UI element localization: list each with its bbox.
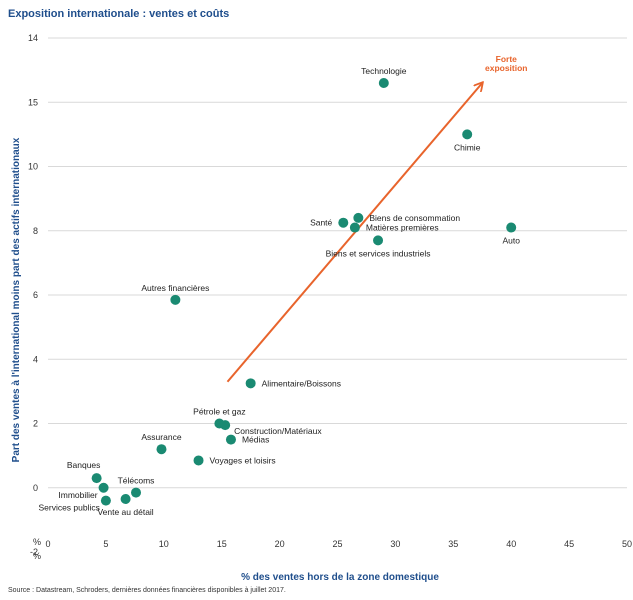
point-label: Assurance <box>141 432 181 442</box>
x-tick-label: 50 <box>622 539 632 549</box>
point-label: Biens et services industriels <box>326 248 431 258</box>
data-point <box>462 129 473 140</box>
data-point <box>349 222 360 233</box>
annotation-line-1: Forte <box>496 54 518 64</box>
x-unit-label: % <box>33 551 41 561</box>
x-tick-label: 45 <box>564 539 574 549</box>
y-tick-label: 8 <box>33 226 38 236</box>
point-label: Biens de consommation <box>369 213 460 223</box>
x-tick-label: 35 <box>448 539 458 549</box>
point-label: Autres financières <box>141 283 209 293</box>
data-points <box>91 77 517 506</box>
y-tick-label: -2 <box>30 547 38 557</box>
y-tick-label: 10 <box>28 162 38 172</box>
data-point <box>91 473 102 484</box>
x-tick-label: 5 <box>103 539 108 549</box>
x-tick-label: 0 <box>45 539 50 549</box>
data-point <box>120 493 131 504</box>
data-point <box>373 235 384 246</box>
data-point <box>220 420 231 431</box>
data-point <box>100 495 111 506</box>
data-point <box>378 77 389 88</box>
point-labels: Technologie Chimie Auto Santé Biens de conso… <box>38 66 520 517</box>
x-tick-label: 25 <box>332 539 342 549</box>
chart-title: Exposition internationale : ventes et co… <box>8 8 229 20</box>
data-point <box>506 222 517 233</box>
x-axis-title: % des ventes hors de la zone domestique <box>241 572 439 583</box>
y-axis-title: Part des ventes à l'international moins … <box>11 137 22 462</box>
y-tick-label: 2 <box>33 419 38 429</box>
x-tick-label: 20 <box>275 539 285 549</box>
x-tick-label: 15 <box>217 539 227 549</box>
data-point <box>225 434 236 445</box>
point-label: Immobilier <box>58 490 97 500</box>
point-label: Construction/Matériaux <box>234 426 322 436</box>
y-tick-label: 15 <box>28 97 38 107</box>
y-tick-labels: -2 0 2 4 6 8 10 15 14 <box>28 33 38 557</box>
data-point <box>131 487 142 498</box>
annotation-line-2: exposition <box>485 63 528 73</box>
source-note: Source : Datastream, Schroders, dernière… <box>8 587 286 594</box>
point-label: Matières premières <box>366 223 439 233</box>
x-tick-label: 30 <box>390 539 400 549</box>
data-point <box>98 482 109 493</box>
point-label: Banques <box>67 460 101 470</box>
point-label: Chimie <box>454 142 481 152</box>
y-tick-label: 6 <box>33 290 38 300</box>
point-label: Voyages et loisirs <box>210 455 276 465</box>
y-unit-label: % <box>33 537 41 547</box>
point-label: Pétrole et gaz <box>193 407 245 417</box>
point-label: Santé <box>310 218 332 228</box>
y-tick-label: 14 <box>28 33 38 43</box>
x-tick-label: 10 <box>159 539 169 549</box>
point-label: Télécoms <box>118 476 155 486</box>
y-tick-label: 4 <box>33 354 38 364</box>
point-label: Technologie <box>361 66 407 76</box>
gridlines <box>48 37 627 489</box>
x-tick-labels: 0 5 10 15 20 25 30 35 40 45 50 <box>45 539 632 549</box>
point-label: Auto <box>502 236 520 246</box>
y-tick-label: 0 <box>33 483 38 493</box>
data-point <box>338 217 349 228</box>
data-point <box>245 378 256 389</box>
data-point <box>193 455 204 466</box>
point-label: Médias <box>242 435 269 445</box>
data-point <box>170 294 181 305</box>
point-label: Alimentaire/Boissons <box>262 378 341 388</box>
point-label: Services publics <box>38 503 99 513</box>
point-label: Vente au détail <box>97 507 153 517</box>
data-point <box>353 212 364 223</box>
data-point <box>156 444 167 455</box>
x-tick-label: 40 <box>506 539 516 549</box>
